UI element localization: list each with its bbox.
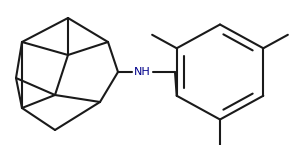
Text: NH: NH [134,67,151,77]
